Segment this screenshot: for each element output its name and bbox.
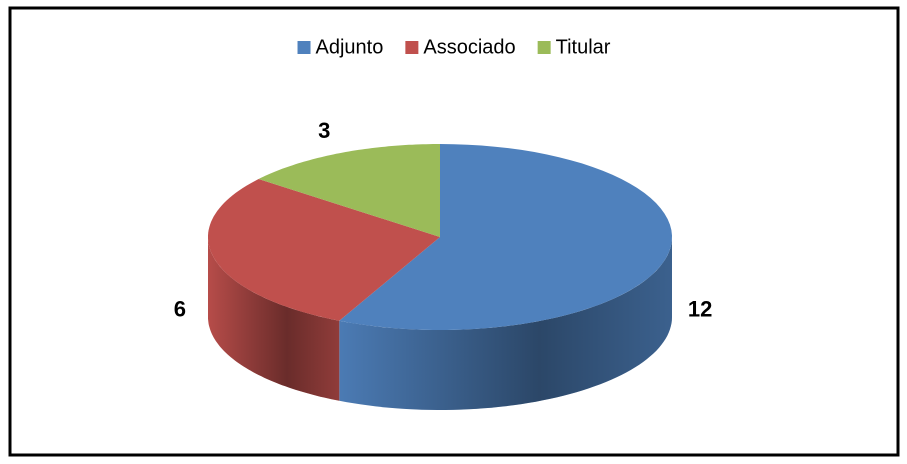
slice xyxy=(258,144,440,237)
legend-swatch xyxy=(405,41,419,54)
slice-side-shade xyxy=(208,237,340,401)
legend-label: Adjunto xyxy=(316,36,384,58)
slice-side-shade xyxy=(339,237,672,410)
legend-label: Associado xyxy=(423,36,515,58)
data-label: 6 xyxy=(174,297,186,322)
slice xyxy=(208,179,440,321)
data-label: 12 xyxy=(688,297,712,322)
legend-swatch xyxy=(297,41,311,54)
slice xyxy=(339,144,672,330)
data-label: 3 xyxy=(318,118,330,143)
legend-swatch xyxy=(537,41,551,54)
legend-label: Titular xyxy=(556,36,611,58)
